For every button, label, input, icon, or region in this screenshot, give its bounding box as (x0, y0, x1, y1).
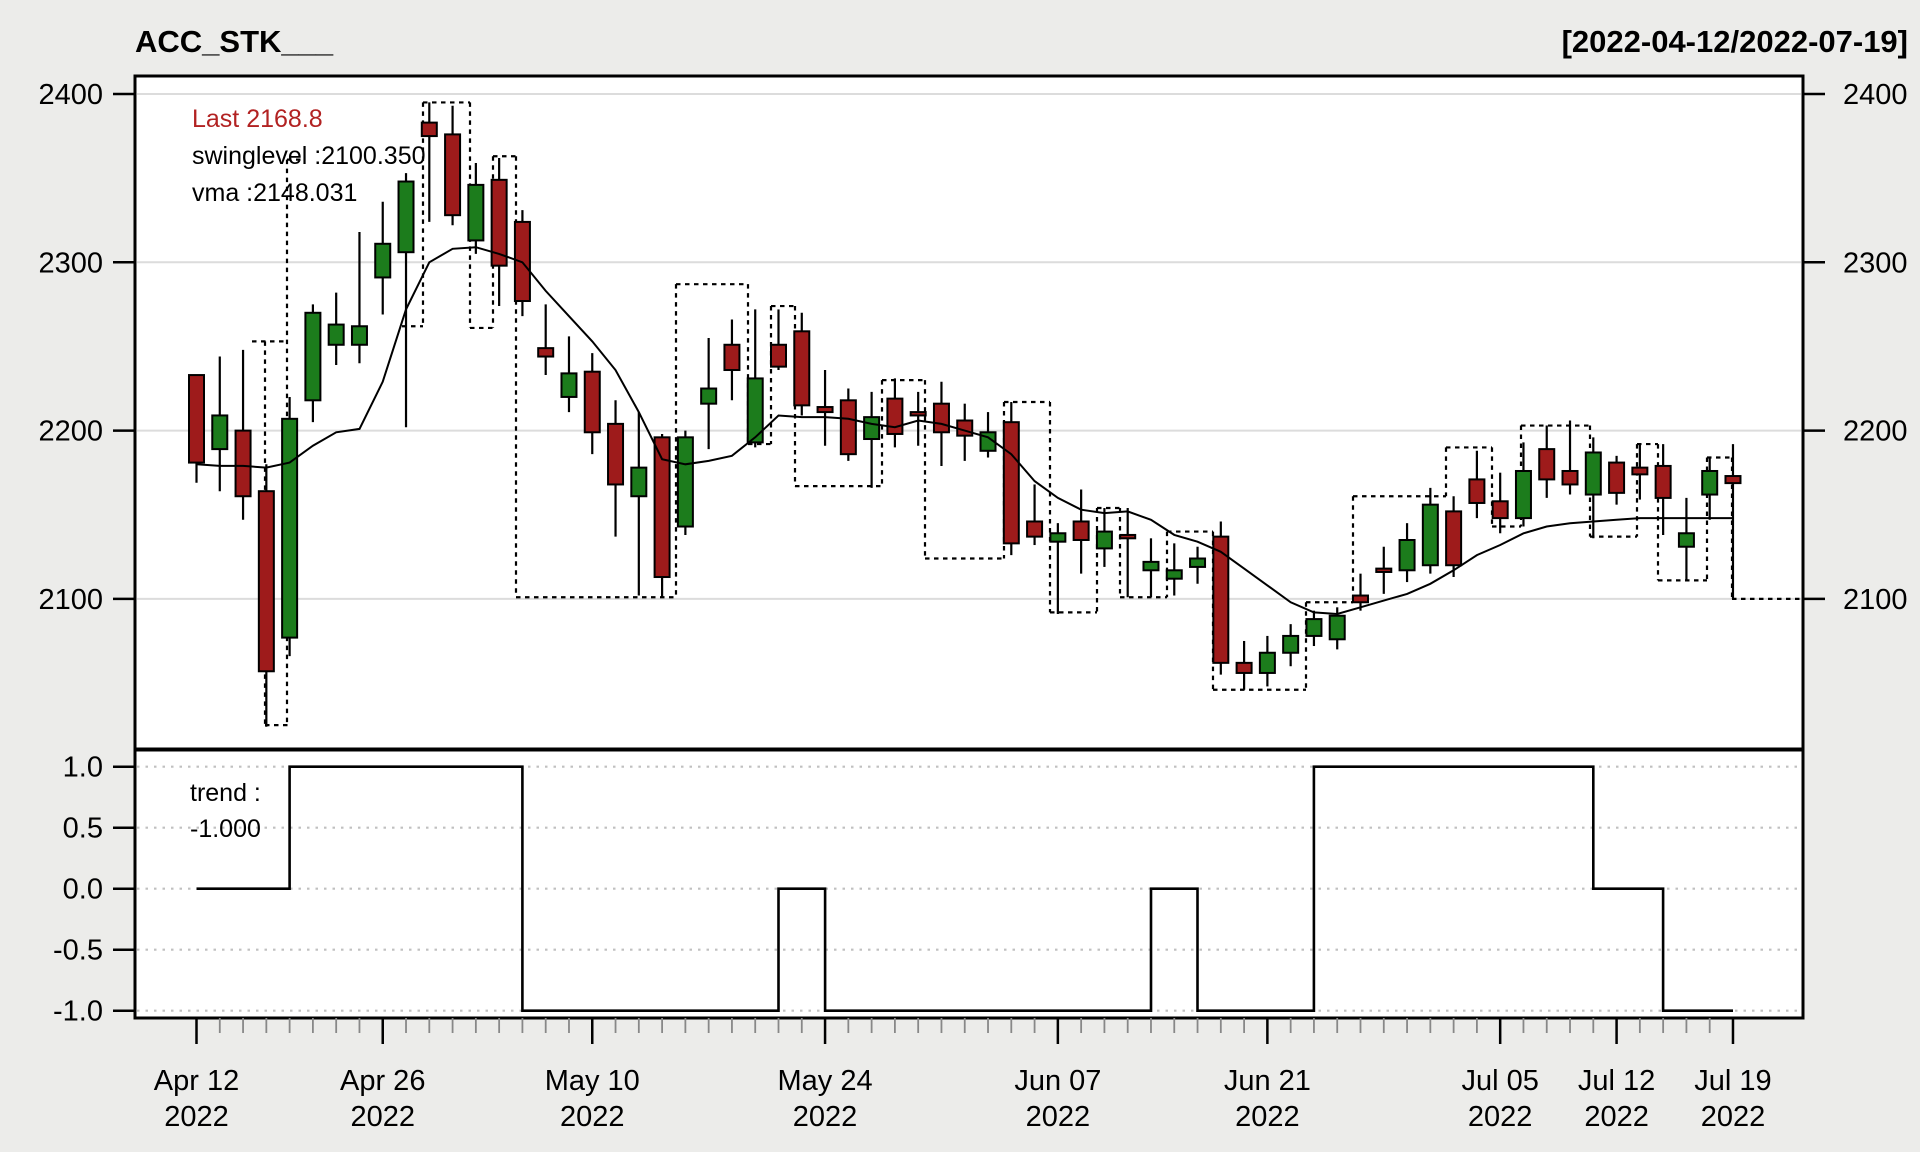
main-panel-gridlines (137, 93, 1801, 600)
trend-annotation-label: trend : (190, 779, 261, 807)
x-axis-label-year: 2022 (1026, 1101, 1091, 1133)
trend-y-axis-label: 0.5 (63, 813, 103, 845)
x-axis-label-year: 2022 (1584, 1101, 1649, 1133)
x-axis-label-date: Jul 12 (1578, 1065, 1655, 1097)
trend-step-line (196, 765, 1733, 1012)
x-axis-label-year: 2022 (793, 1101, 858, 1133)
x-axis-label-date: Apr 12 (154, 1065, 239, 1097)
y-axis-label-left: 2200 (38, 416, 103, 448)
x-axis-label-date: May 10 (545, 1065, 640, 1097)
chart-title: ACC_STK___ (135, 24, 334, 59)
candlestick-series (188, 102, 1742, 727)
y-axis-label-right: 2400 (1843, 79, 1908, 111)
trend-y-axis-label: 1.0 (63, 752, 103, 784)
x-axis-label-date: May 24 (778, 1065, 873, 1097)
x-axis-label-year: 2022 (560, 1101, 625, 1133)
x-axis-label-year: 2022 (1235, 1101, 1300, 1133)
date-range-label: [2022-04-12/2022-07-19] (1562, 24, 1908, 59)
axes-and-ticks (113, 74, 1825, 1044)
x-axis-label-date: Jun 21 (1224, 1065, 1311, 1097)
vma-annotation: vma :2148.031 (192, 179, 357, 207)
trend-y-axis-label: 0.0 (63, 874, 103, 906)
last-price-annotation: Last 2168.8 (192, 105, 323, 133)
axis-tick-labels: 2100 2100 2200 2200 2300 2300 2400 2400 1.0 0.5 0.… (38, 79, 1907, 1133)
x-axis-label-year: 2022 (350, 1101, 415, 1133)
y-axis-label-right: 2200 (1843, 416, 1908, 448)
x-axis-label-date: Jul 05 (1461, 1065, 1538, 1097)
y-axis-label-left: 2400 (38, 79, 103, 111)
main-panel-background (135, 76, 1803, 749)
trend-panel-background (135, 750, 1803, 1018)
swinglevel-annotation: swinglevel :2100.350 (192, 142, 426, 170)
trend-y-axis-label: -1.0 (53, 996, 103, 1028)
x-axis-label-date: Apr 26 (340, 1065, 425, 1097)
y-axis-label-left: 2300 (38, 247, 103, 279)
y-axis-label-right: 2300 (1843, 247, 1908, 279)
vma-moving-average-line (196, 246, 1733, 616)
x-axis-label-date: Jun 07 (1014, 1065, 1101, 1097)
x-axis-label-year: 2022 (164, 1101, 229, 1133)
y-axis-label-left: 2100 (38, 584, 103, 616)
trend-annotation-value: -1.000 (190, 815, 261, 843)
x-axis-label-year: 2022 (1701, 1101, 1766, 1133)
y-axis-label-right: 2100 (1843, 584, 1908, 616)
x-axis-label-year: 2022 (1468, 1101, 1533, 1133)
trend-y-axis-label: -0.5 (53, 935, 103, 967)
x-axis-label-date: Jul 19 (1694, 1065, 1771, 1097)
